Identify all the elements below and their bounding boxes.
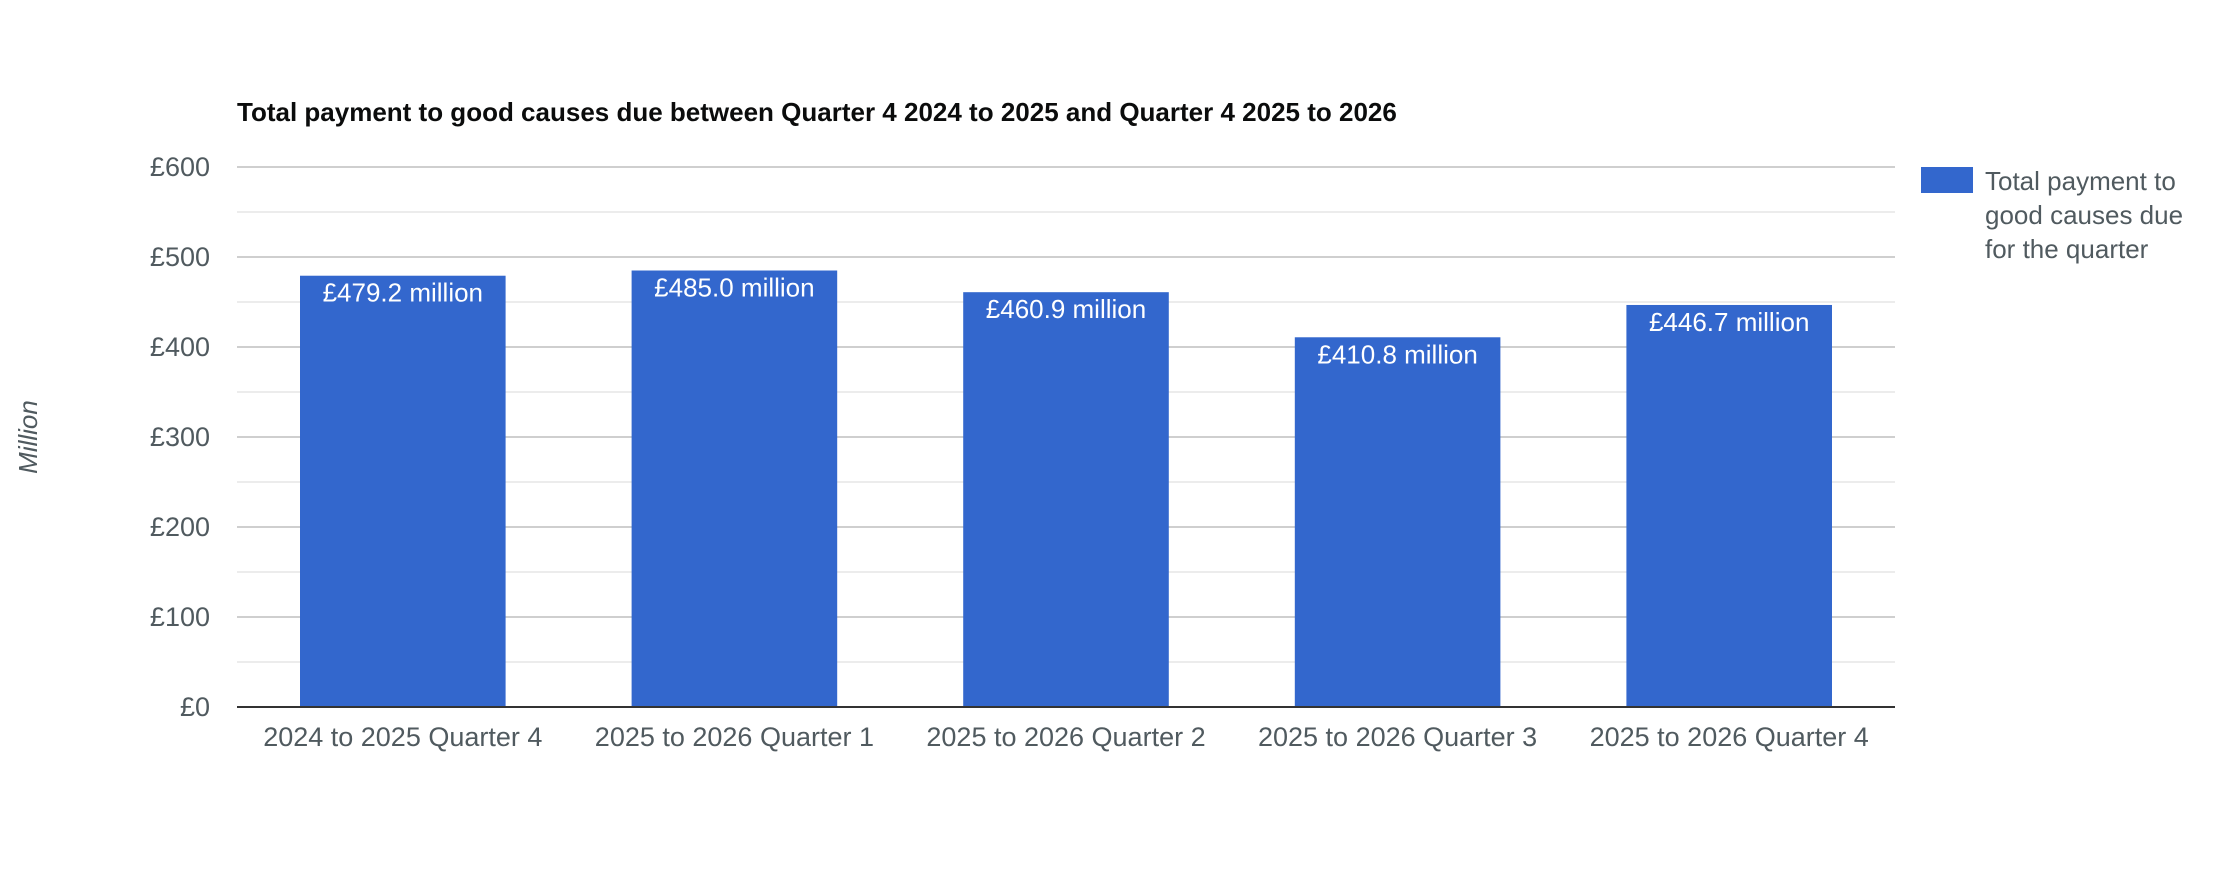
y-tick-label: £300: [150, 422, 210, 452]
bars: £479.2 million £485.0 million £460.9 milli…: [300, 270, 1832, 707]
bar: [1294, 337, 1501, 707]
bar-data-label: £446.7 million: [1649, 307, 1809, 337]
y-axis-title: Million: [13, 400, 43, 474]
bar: [963, 292, 1169, 707]
x-tick-label: 2025 to 2026 Quarter 3: [1258, 722, 1537, 752]
legend-label-line: good causes due: [1985, 200, 2183, 230]
x-tick-label: 2025 to 2026 Quarter 2: [926, 722, 1205, 752]
legend: Total payment to good causes due for the q…: [1921, 166, 2183, 264]
y-tick-label: £500: [150, 242, 210, 272]
x-tick-label: 2024 to 2025 Quarter 4: [263, 722, 542, 752]
bar: [1626, 304, 1832, 707]
chart-title: Total payment to good causes due between…: [237, 97, 1397, 127]
bar-data-label: £479.2 million: [323, 278, 483, 308]
x-tick-label: 2025 to 2026 Quarter 1: [595, 722, 874, 752]
x-tick-label: 2025 to 2026 Quarter 4: [1590, 722, 1869, 752]
bar-data-label: £410.8 million: [1317, 339, 1477, 369]
bar: [300, 275, 506, 707]
legend-label-line: Total payment to: [1985, 166, 2176, 196]
y-tick-label: £600: [150, 152, 210, 182]
legend-label: Total payment to good causes due for the q…: [1985, 166, 2183, 264]
bar-data-label: £485.0 million: [654, 273, 814, 303]
bar-data-label: £460.9 million: [986, 294, 1146, 324]
y-tick-label: £0: [180, 692, 210, 722]
y-tick-label: £400: [150, 332, 210, 362]
y-tick-label: £100: [150, 602, 210, 632]
bar: [631, 270, 838, 707]
x-axis-labels: 2024 to 2025 Quarter 4 2025 to 2026 Quart…: [263, 722, 1869, 752]
y-tick-label: £200: [150, 512, 210, 542]
legend-swatch: [1921, 167, 1973, 193]
legend-label-line: for the quarter: [1985, 234, 2149, 264]
y-axis-ticks: £0 £100 £200 £300 £400 £500 £600: [150, 152, 210, 722]
